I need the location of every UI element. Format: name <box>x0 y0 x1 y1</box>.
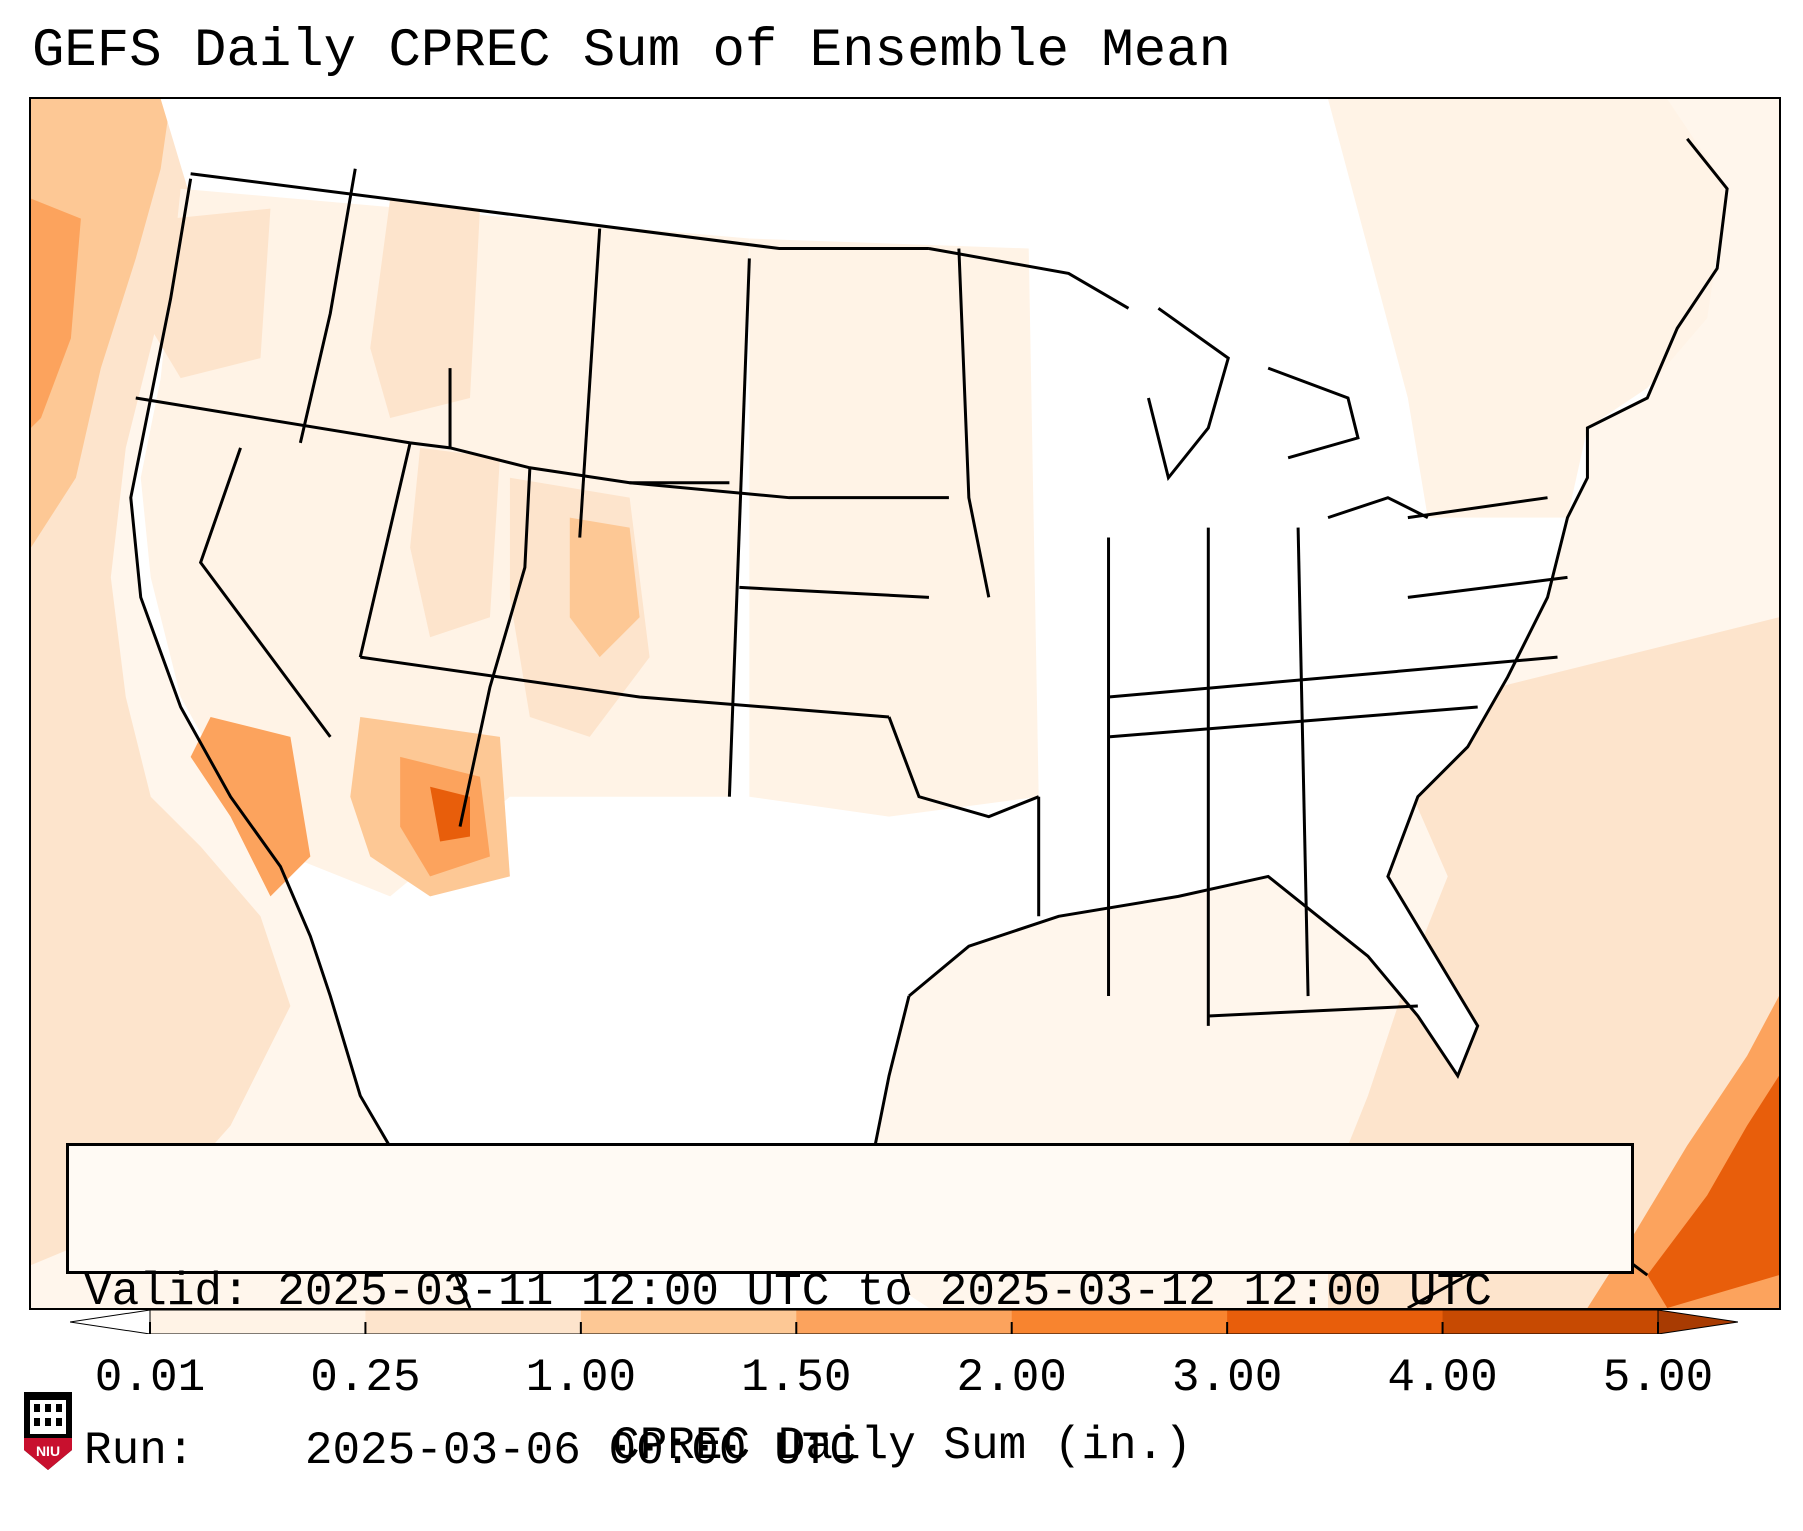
pennsylvania-north <box>1407 496 1548 520</box>
run-label: Run: <box>84 1425 195 1477</box>
great-lakes-huron <box>1267 366 1360 460</box>
colorbar-tick-label: 3.00 <box>1171 1352 1283 1404</box>
state-boundaries <box>135 168 1568 1026</box>
colorbar-under-arrow <box>70 1310 151 1334</box>
nebraska-north <box>629 481 949 500</box>
border-42n <box>135 396 730 485</box>
pacific-precip-max <box>31 198 81 428</box>
colorbar <box>70 1310 1738 1334</box>
pacific-precip-core <box>31 99 171 548</box>
map-title: GEFS Daily CPREC Sum of Ensemble Mean <box>32 21 1231 82</box>
nevada-border <box>198 447 332 738</box>
oklahoma-texas <box>887 716 1040 819</box>
mason-dixon <box>1407 575 1568 599</box>
nevada-utah <box>358 442 412 658</box>
pacific-nw-inland-precip <box>150 208 271 379</box>
colorbar-segment <box>1227 1310 1444 1334</box>
colorbar-tick-label: 1.50 <box>741 1352 852 1404</box>
valid-label: Valid: <box>84 1266 250 1318</box>
gulf-atlantic-coast <box>908 137 1729 1079</box>
utah-colorado <box>458 467 532 827</box>
colorbar-tick-label: 1.00 <box>525 1352 637 1404</box>
gulf-precip-shading <box>1328 617 1779 1308</box>
idaho-precip <box>370 198 480 418</box>
canada-border-west <box>190 172 929 251</box>
colorbar-segment <box>150 1310 366 1334</box>
tennessee-north <box>1108 655 1558 699</box>
colorado-precip-core <box>569 517 640 658</box>
minnesota-west <box>957 248 991 598</box>
colorbar-tick-label: 0.01 <box>94 1352 206 1404</box>
colorbar-tick-label: 4.00 <box>1387 1352 1498 1404</box>
logo-red-band <box>24 1438 72 1470</box>
pacific-coast <box>129 178 472 1308</box>
valid-line: Valid: 2025-03-11 12:00 UTC to 2025-03-1… <box>84 1266 1631 1319</box>
colorbar-segment <box>796 1310 1013 1334</box>
colorbar-segment <box>365 1310 582 1334</box>
colorbar-tick-label: 0.25 <box>310 1352 421 1404</box>
colorbar-over-arrow <box>1657 1310 1738 1334</box>
georgia-west <box>1296 527 1310 997</box>
colorbar-segment <box>580 1310 797 1334</box>
plains-precip <box>749 238 1039 817</box>
idaho-west <box>298 168 357 444</box>
tennessee-south <box>1108 705 1478 739</box>
precipitation-map <box>29 97 1781 1310</box>
pacific-precip-band <box>31 99 291 1266</box>
valid-text: 2025-03-11 12:00 UTC to 2025-03-12 12:00… <box>277 1266 1492 1318</box>
colorbar-segment <box>1011 1310 1228 1334</box>
colorbar-tick-label: 5.00 <box>1602 1352 1714 1404</box>
dakota-west <box>727 258 751 797</box>
socal-precip <box>190 716 311 897</box>
caribbean-precip-core <box>1647 1075 1779 1308</box>
kansas-north <box>739 585 930 599</box>
niu-logo: NIU <box>24 1392 72 1470</box>
coastlines <box>129 137 1729 1308</box>
great-lakes-michigan <box>1146 307 1230 482</box>
map-canvas <box>31 99 1779 1308</box>
colorbar-tick-label: 2.00 <box>956 1352 1067 1404</box>
arizona-precip-max <box>430 786 470 842</box>
great-lakes-erie <box>1327 496 1429 520</box>
florida-north <box>1208 1004 1418 1018</box>
valid-run-info-box: Valid: 2025-03-11 12:00 UTC to 2025-03-1… <box>66 1143 1634 1477</box>
run-line: Run: 2025-03-06 00:00 UTC <box>84 1425 1631 1478</box>
colorbar-title: CPREC Daily Sum (in.) <box>612 1420 1192 1472</box>
colorbar-ticks <box>149 1322 1659 1334</box>
canada-border-mid <box>928 247 1130 310</box>
border-37n <box>360 655 890 719</box>
colorbar-segment <box>1442 1310 1659 1334</box>
logo-text: NIU <box>36 1443 60 1459</box>
northeast-precip <box>1328 99 1728 518</box>
utah-precip <box>410 447 500 638</box>
colorbar-segments <box>149 1310 1659 1334</box>
montana-east <box>578 228 602 538</box>
run-text: 2025-03-06 00:00 UTC <box>304 1425 857 1477</box>
